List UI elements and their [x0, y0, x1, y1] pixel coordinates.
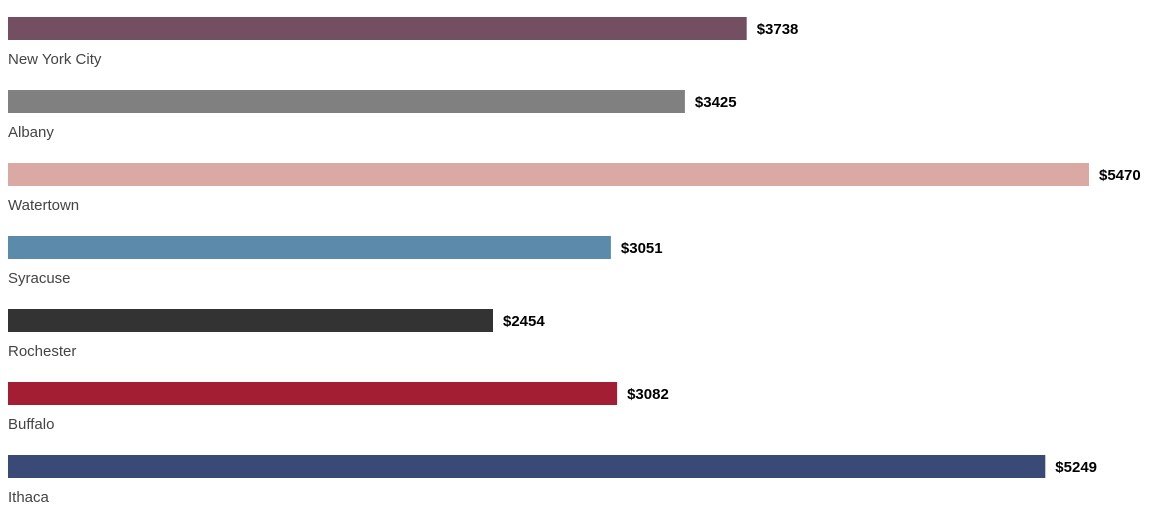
category-label-rochester: Rochester — [8, 343, 76, 360]
category-label-buffalo: Buffalo — [8, 416, 54, 433]
value-label-watertown: $5470 — [1099, 167, 1141, 184]
category-label-syracuse: Syracuse — [8, 270, 71, 287]
category-label-albany: Albany — [8, 124, 54, 141]
bar-new-york-city — [8, 17, 747, 40]
value-label-new-york-city: $3738 — [757, 21, 799, 38]
value-label-ithaca: $5249 — [1055, 459, 1097, 476]
bars-group: $3738 New York City $3425 Albany $5470 Watert… — [8, 17, 1141, 506]
bar-watertown — [8, 163, 1089, 186]
value-label-rochester: $2454 — [503, 313, 545, 330]
category-label-watertown: Watertown — [8, 197, 79, 214]
bar-buffalo — [8, 382, 618, 405]
bar-rochester — [8, 309, 493, 332]
bar-albany — [8, 90, 685, 113]
bar-syracuse — [8, 236, 611, 259]
value-label-syracuse: $3051 — [621, 240, 663, 257]
value-label-buffalo: $3082 — [627, 386, 669, 403]
value-label-albany: $3425 — [695, 94, 737, 111]
bar-ithaca — [8, 455, 1046, 478]
category-label-new-york-city: New York City — [8, 51, 102, 68]
category-label-ithaca: Ithaca — [8, 489, 50, 506]
